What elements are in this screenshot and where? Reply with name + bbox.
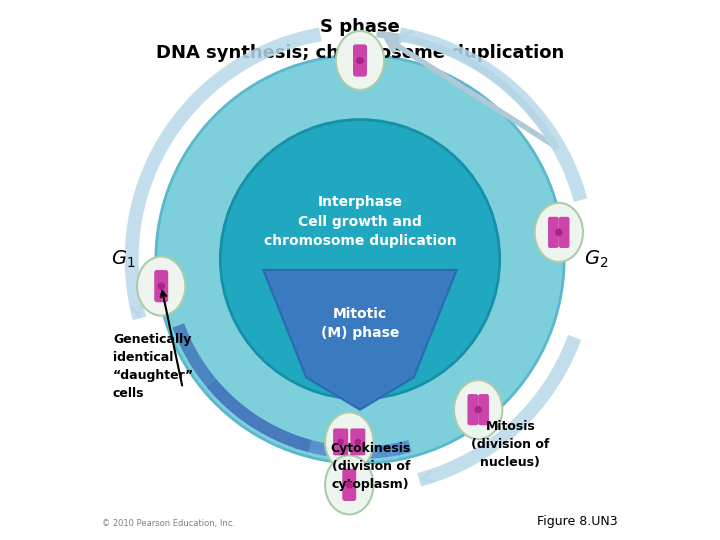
Ellipse shape bbox=[325, 413, 374, 471]
Ellipse shape bbox=[454, 380, 503, 439]
FancyBboxPatch shape bbox=[333, 428, 342, 455]
FancyBboxPatch shape bbox=[342, 469, 356, 501]
FancyBboxPatch shape bbox=[351, 428, 359, 455]
Circle shape bbox=[220, 119, 500, 399]
FancyBboxPatch shape bbox=[353, 44, 367, 77]
Circle shape bbox=[474, 406, 482, 414]
Text: Interphase
Cell growth and
chromosome duplication: Interphase Cell growth and chromosome du… bbox=[264, 195, 456, 248]
Polygon shape bbox=[264, 270, 456, 410]
FancyBboxPatch shape bbox=[357, 428, 365, 455]
Circle shape bbox=[555, 228, 562, 236]
Text: DNA synthesis; chromosome duplication: DNA synthesis; chromosome duplication bbox=[156, 44, 564, 62]
Circle shape bbox=[158, 282, 165, 290]
Circle shape bbox=[355, 438, 361, 445]
Text: S phase: S phase bbox=[320, 17, 400, 36]
FancyBboxPatch shape bbox=[548, 217, 559, 248]
Text: Genetically
identical
“daughter”
cells: Genetically identical “daughter” cells bbox=[113, 333, 194, 400]
Text: $G_1$: $G_1$ bbox=[112, 248, 136, 270]
Ellipse shape bbox=[336, 31, 384, 90]
Circle shape bbox=[346, 481, 353, 489]
Ellipse shape bbox=[534, 203, 583, 262]
FancyBboxPatch shape bbox=[467, 394, 478, 426]
Text: Figure 8.UN3: Figure 8.UN3 bbox=[537, 515, 618, 528]
FancyBboxPatch shape bbox=[154, 270, 168, 302]
Ellipse shape bbox=[325, 455, 374, 515]
FancyBboxPatch shape bbox=[559, 217, 570, 248]
Text: Cytokinesis
(division of
cytoplasm): Cytokinesis (division of cytoplasm) bbox=[330, 442, 411, 491]
Text: Mitotic
(M) phase: Mitotic (M) phase bbox=[321, 307, 399, 341]
Circle shape bbox=[156, 55, 564, 463]
Text: © 2010 Pearson Education, Inc.: © 2010 Pearson Education, Inc. bbox=[102, 519, 235, 528]
Ellipse shape bbox=[137, 256, 186, 316]
Text: $G_2$: $G_2$ bbox=[584, 248, 608, 270]
Circle shape bbox=[356, 57, 364, 64]
Circle shape bbox=[338, 438, 344, 445]
FancyBboxPatch shape bbox=[478, 394, 489, 426]
FancyBboxPatch shape bbox=[340, 428, 348, 455]
Text: Mitosis
(division of
nucleus): Mitosis (division of nucleus) bbox=[471, 421, 549, 469]
